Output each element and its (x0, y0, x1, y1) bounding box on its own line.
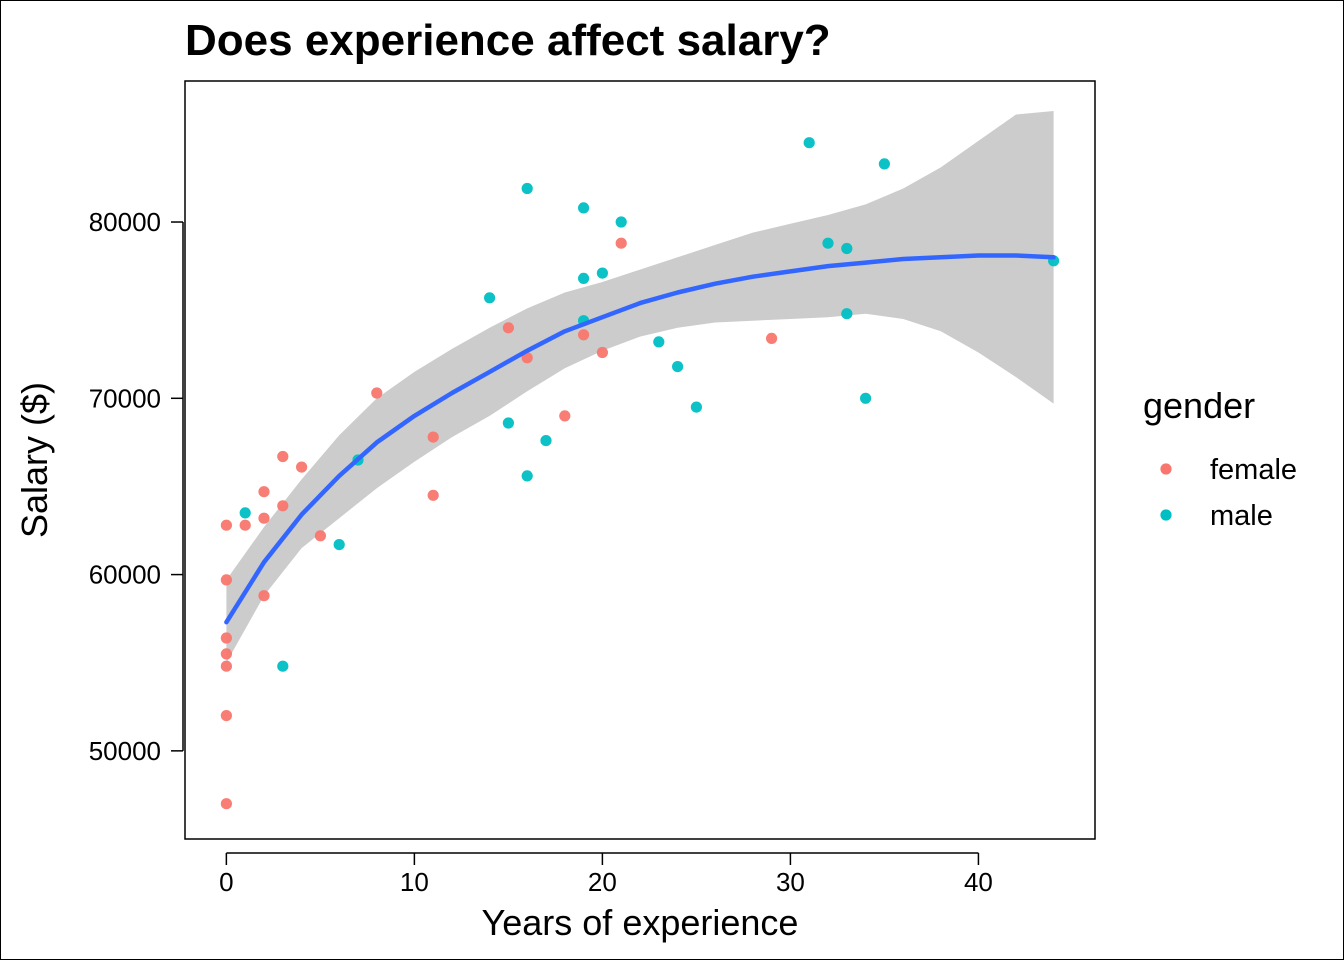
x-axis: 0 10 20 30 40 (219, 852, 993, 897)
data-point-female (559, 410, 571, 422)
data-point-male (484, 292, 496, 304)
data-point-male (540, 435, 552, 447)
data-point-female (578, 329, 590, 341)
legend: gender female male (1143, 385, 1297, 532)
data-point-female (277, 500, 289, 512)
trend-line-layer (224, 253, 1056, 625)
plot-panel-border (184, 80, 1096, 840)
data-point-male (239, 507, 251, 519)
y-axis-label: Salary ($) (14, 382, 55, 538)
data-point-female (258, 512, 270, 524)
data-point-male (502, 417, 514, 429)
data-point-male (653, 336, 665, 348)
x-tick-label: 10 (400, 867, 429, 897)
data-point-female (427, 431, 439, 443)
x-tick-label: 40 (964, 867, 993, 897)
legend-label-male: male (1210, 500, 1273, 532)
confidence-band-layer (226, 111, 1054, 663)
data-point-male (277, 660, 289, 672)
data-point-male (860, 392, 872, 404)
data-point-male (841, 308, 853, 320)
data-point-female (502, 322, 514, 334)
data-point-female (314, 530, 326, 542)
data-point-female (521, 352, 533, 364)
data-point-female (220, 710, 232, 722)
legend-title: gender (1143, 385, 1255, 426)
data-point-male (822, 237, 834, 249)
trend-line (224, 253, 1056, 625)
data-point-female (766, 332, 778, 344)
data-point-female (220, 648, 232, 660)
data-point-female (615, 237, 627, 249)
legend-key-male (1160, 509, 1172, 521)
confidence-band (226, 111, 1054, 663)
data-point-male (521, 470, 533, 482)
y-tick-label: 80000 (89, 207, 161, 237)
x-tick-label: 30 (776, 867, 805, 897)
data-point-female (258, 590, 270, 602)
y-axis: 50000 60000 70000 80000 (89, 207, 184, 766)
chart-title: Does experience affect salary? (185, 16, 831, 65)
legend-label-female: female (1210, 454, 1297, 486)
data-point-male (521, 182, 533, 195)
data-points-layer (220, 137, 1060, 810)
legend-key-female (1160, 463, 1172, 475)
data-point-male (841, 242, 853, 255)
data-point-female (220, 574, 232, 586)
x-tick-label: 20 (588, 867, 617, 897)
y-tick-label: 60000 (89, 560, 161, 590)
data-point-female (258, 486, 270, 498)
data-point-male (596, 267, 609, 279)
data-point-female (277, 450, 289, 463)
data-point-female (371, 387, 383, 399)
data-point-female (596, 346, 609, 359)
data-point-male (578, 202, 590, 214)
data-point-female (220, 798, 232, 810)
data-point-male (878, 158, 891, 170)
data-point-female (220, 632, 232, 644)
data-point-female (220, 660, 232, 672)
data-point-male (578, 272, 590, 284)
data-point-male (615, 216, 627, 228)
data-point-female (239, 519, 251, 531)
data-point-female (220, 519, 232, 531)
data-point-female (427, 489, 439, 501)
x-tick-label: 0 (219, 867, 233, 897)
data-point-male (333, 539, 345, 551)
data-point-male (672, 361, 684, 373)
data-point-male (690, 401, 703, 413)
y-tick-label: 50000 (89, 736, 161, 766)
y-tick-label: 70000 (89, 383, 161, 413)
data-point-male (803, 137, 815, 149)
data-point-female (296, 461, 308, 473)
x-axis-label: Years of experience (482, 902, 799, 943)
